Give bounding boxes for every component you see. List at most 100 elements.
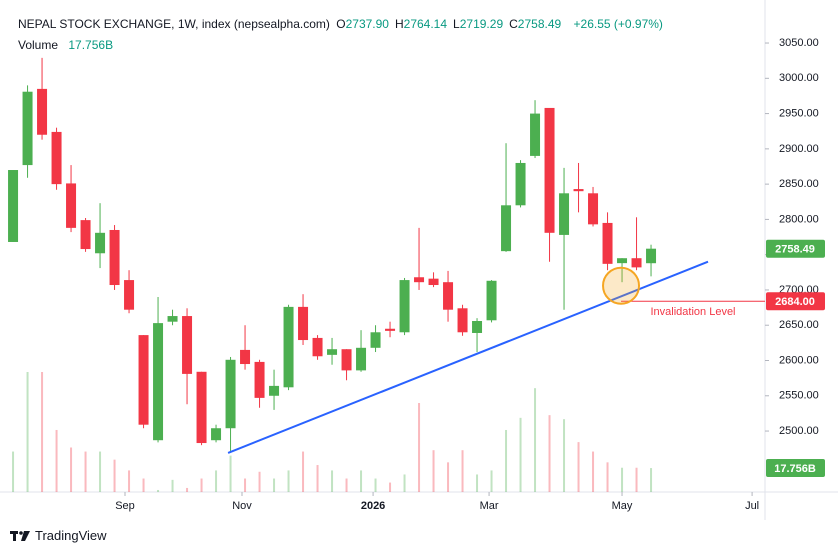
y-tick-label: 3000.00 <box>779 72 819 84</box>
candle-body <box>617 258 628 264</box>
volume-bar <box>316 465 319 492</box>
volume-bar <box>621 467 624 492</box>
volume-bar <box>171 479 174 492</box>
volume-bar <box>345 478 348 492</box>
candle-body <box>240 349 251 365</box>
ohlc-key: O <box>336 17 346 31</box>
volume-bar <box>360 470 363 492</box>
volume-bar <box>490 470 493 492</box>
volume-bar <box>635 467 638 492</box>
volume-bar <box>548 415 551 492</box>
candle-body <box>109 229 120 286</box>
ohlc-key: L <box>453 17 460 31</box>
candle-body <box>646 248 657 264</box>
last-price-badge <box>766 239 825 258</box>
volume-bar <box>331 470 334 492</box>
legend-row: NEPAL STOCK EXCHANGE, 1W, index (nepseal… <box>18 14 666 35</box>
volume-bar <box>99 451 102 492</box>
candle-body <box>370 332 381 348</box>
candle-body <box>51 131 62 185</box>
y-tick-label: 2800.00 <box>779 213 819 225</box>
candle-body <box>443 282 454 310</box>
candle-body <box>37 88 48 135</box>
candle-body <box>385 328 396 331</box>
candle-body <box>602 222 613 264</box>
x-tick-label: Nov <box>232 500 252 512</box>
volume-value: 17.756B <box>68 38 114 52</box>
candle-body <box>211 428 222 441</box>
volume-row: Volume 17.756B <box>18 35 666 56</box>
x-tick-label: Jul <box>745 500 759 512</box>
candle-body <box>457 308 468 333</box>
volume-bar <box>157 489 160 492</box>
candle-body <box>298 306 309 341</box>
ohlc-key: H <box>394 17 404 31</box>
candle-body <box>559 193 570 235</box>
candle-body <box>22 91 33 166</box>
candle-body <box>8 170 19 242</box>
y-tick-label: 3050.00 <box>779 37 819 49</box>
trendline <box>227 260 709 454</box>
x-tick-label: May <box>612 500 633 512</box>
volume-bar <box>229 455 232 492</box>
candle-body <box>153 323 164 441</box>
footer: TradingView <box>10 528 107 543</box>
symbol-title: NEPAL STOCK EXCHANGE, 1W, index (nepseal… <box>18 17 330 31</box>
volume-bar <box>302 451 305 492</box>
volume-bar <box>41 372 44 492</box>
candle-body <box>80 220 91 250</box>
volume-bar <box>55 429 58 492</box>
volume-bar <box>577 442 580 492</box>
invalidation-text: Invalidation Level <box>651 306 736 318</box>
candle-body <box>544 107 555 233</box>
candle-body <box>515 162 526 206</box>
volume-bar <box>505 429 508 492</box>
volume-bar <box>374 478 377 492</box>
volume-bar <box>606 462 609 492</box>
candle-body <box>414 277 425 283</box>
volume-bar <box>84 451 87 492</box>
volume-bar <box>70 447 73 492</box>
brand-logo <box>10 530 30 541</box>
volume-bar <box>476 474 479 492</box>
volume-bar <box>461 450 464 492</box>
volume-bar <box>113 459 116 492</box>
volume-bar <box>447 462 450 492</box>
ohlc-value: 2758.49 <box>517 17 562 31</box>
y-tick-label: 2500.00 <box>779 425 819 437</box>
candle-body <box>283 306 294 388</box>
ohlc: O2737.90 H2764.14 L2719.29 C2758.49 <box>336 17 567 31</box>
volume-bar <box>418 403 421 492</box>
volume-bar <box>650 468 653 492</box>
volume-bar <box>563 419 566 492</box>
candle-body <box>95 232 106 254</box>
volume-bar <box>142 478 145 492</box>
candle-body <box>472 320 483 333</box>
circle-annotation <box>602 266 641 305</box>
volume-bar <box>258 471 261 492</box>
candle-body <box>182 316 193 374</box>
candle-body <box>138 335 149 425</box>
invalidation-price: 2684.00 <box>775 296 815 308</box>
y-tick-label: 2850.00 <box>779 178 819 190</box>
x-tick-label: Mar <box>480 500 499 512</box>
legend: NEPAL STOCK EXCHANGE, 1W, index (nepseal… <box>18 14 666 56</box>
candle-body <box>269 385 280 396</box>
candle-body <box>428 278 439 286</box>
volume-bar <box>389 482 392 492</box>
invalidation-badge <box>766 292 825 311</box>
y-tick-label: 2900.00 <box>779 143 819 155</box>
volume-badge <box>766 459 825 478</box>
y-tick-label: 2550.00 <box>779 390 819 402</box>
volume-bar <box>287 470 290 492</box>
volume-bar <box>200 478 203 492</box>
plot <box>8 57 657 492</box>
ohlc-key: C <box>509 17 518 31</box>
volume-bar <box>128 470 131 492</box>
candle-body <box>486 280 497 321</box>
x-tick-label: Sep <box>115 500 135 512</box>
last-price: 2758.49 <box>775 244 815 256</box>
volume-title: Volume <box>18 38 59 52</box>
change: +26.55 (+0.97%) <box>573 17 663 31</box>
